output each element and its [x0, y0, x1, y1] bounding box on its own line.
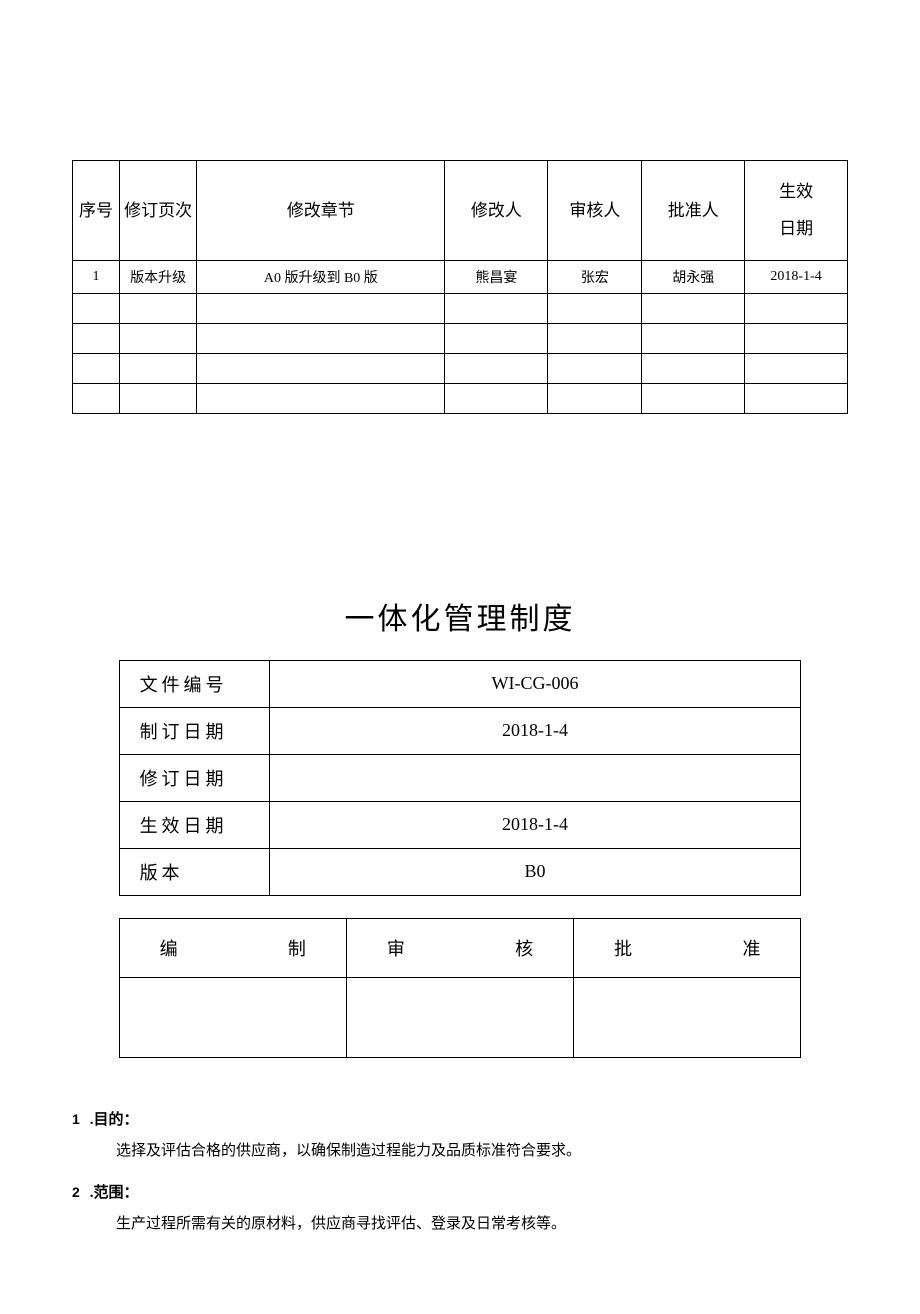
revision-history-table: 序号 修订页次 修改章节 修改人 审核人 批准人 生效 日期 1 版本升级 A0… — [72, 160, 848, 414]
info-label-effective: 生效日期 — [119, 801, 269, 848]
cell-section — [197, 323, 445, 353]
header-effective-date: 生效 日期 — [745, 161, 848, 261]
cell-seq — [73, 293, 120, 323]
sign-review-right: 核 — [515, 935, 533, 961]
info-row: 制订日期 2018-1-4 — [119, 707, 801, 754]
info-label-created: 制订日期 — [119, 707, 269, 754]
table-row — [73, 323, 848, 353]
section-1-body: 选择及评估合格的供应商，以确保制造过程能力及品质标准符合要求。 — [116, 1139, 848, 1163]
section-1-title: .目的： — [90, 1112, 139, 1128]
cell-approver — [642, 353, 745, 383]
cell-modifier: 熊昌宴 — [445, 260, 548, 293]
info-row: 修订日期 — [119, 754, 801, 801]
cell-page — [120, 383, 197, 413]
section-2-title: .范围： — [90, 1185, 139, 1201]
cell-modifier — [445, 353, 548, 383]
cell-date: 2018-1-4 — [745, 260, 848, 293]
header-modifier: 修改人 — [445, 161, 548, 261]
cell-date — [745, 353, 848, 383]
sign-header-compile: 编 制 — [119, 918, 346, 977]
info-label-revised: 修订日期 — [119, 754, 269, 801]
info-value-revised — [269, 754, 801, 801]
cell-date — [745, 293, 848, 323]
section-2-body: 生产过程所需有关的原材料，供应商寻找评估、登录及日常考核等。 — [116, 1212, 848, 1236]
page-title: 一体化管理制度 — [72, 594, 848, 638]
cell-section — [197, 293, 445, 323]
cell-approver — [642, 323, 745, 353]
info-label-version: 版本 — [119, 848, 269, 895]
section-1-num: 1 — [72, 1111, 80, 1127]
info-value-version: B0 — [269, 848, 801, 895]
cell-page — [120, 353, 197, 383]
sign-cell-approve — [574, 977, 801, 1057]
sign-review-left: 审 — [387, 935, 405, 961]
sign-compile-left: 编 — [160, 935, 178, 961]
table-row — [73, 383, 848, 413]
header-page: 修订页次 — [120, 161, 197, 261]
sign-header-approve: 批 准 — [574, 918, 801, 977]
cell-modifier — [445, 383, 548, 413]
info-row: 文件编号 WI-CG-006 — [119, 660, 801, 707]
cell-reviewer — [548, 323, 642, 353]
section-2-heading: 2 .范围： — [72, 1181, 848, 1202]
cell-section: A0 版升级到 B0 版 — [197, 260, 445, 293]
document-info-table: 文件编号 WI-CG-006 制订日期 2018-1-4 修订日期 生效日期 2… — [119, 660, 802, 896]
cell-date — [745, 323, 848, 353]
section-1-heading: 1 .目的： — [72, 1108, 848, 1129]
cell-seq — [73, 353, 120, 383]
cell-seq — [73, 383, 120, 413]
cell-modifier — [445, 293, 548, 323]
cell-approver — [642, 293, 745, 323]
revision-rows: 1 版本升级 A0 版升级到 B0 版 熊昌宴 张宏 胡永强 2018-1-4 — [73, 260, 848, 413]
cell-approver: 胡永强 — [642, 260, 745, 293]
cell-approver — [642, 383, 745, 413]
cell-reviewer — [548, 383, 642, 413]
header-section: 修改章节 — [197, 161, 445, 261]
sign-approve-left: 批 — [614, 935, 632, 961]
cell-page: 版本升级 — [120, 260, 197, 293]
sign-header-review: 审 核 — [346, 918, 573, 977]
info-value-effective: 2018-1-4 — [269, 801, 801, 848]
header-reviewer: 审核人 — [548, 161, 642, 261]
signature-table: 编 制 审 核 批 准 — [119, 918, 802, 1058]
signature-row — [119, 977, 801, 1057]
header-approver: 批准人 — [642, 161, 745, 261]
info-row: 生效日期 2018-1-4 — [119, 801, 801, 848]
cell-reviewer: 张宏 — [548, 260, 642, 293]
cell-reviewer — [548, 293, 642, 323]
info-label-docnum: 文件编号 — [119, 660, 269, 707]
section-2-num: 2 — [72, 1184, 80, 1200]
sign-cell-review — [346, 977, 573, 1057]
cell-modifier — [445, 323, 548, 353]
info-row: 版本 B0 — [119, 848, 801, 895]
info-value-docnum: WI-CG-006 — [269, 660, 801, 707]
cell-section — [197, 353, 445, 383]
info-value-created: 2018-1-4 — [269, 707, 801, 754]
cell-page — [120, 323, 197, 353]
header-seq: 序号 — [73, 161, 120, 261]
cell-page — [120, 293, 197, 323]
table-row: 1 版本升级 A0 版升级到 B0 版 熊昌宴 张宏 胡永强 2018-1-4 — [73, 260, 848, 293]
table-row — [73, 353, 848, 383]
cell-seq: 1 — [73, 260, 120, 293]
sign-cell-compile — [119, 977, 346, 1057]
cell-section — [197, 383, 445, 413]
sign-approve-right: 准 — [742, 935, 760, 961]
cell-seq — [73, 323, 120, 353]
table-row — [73, 293, 848, 323]
sign-compile-right: 制 — [288, 935, 306, 961]
cell-reviewer — [548, 353, 642, 383]
cell-date — [745, 383, 848, 413]
